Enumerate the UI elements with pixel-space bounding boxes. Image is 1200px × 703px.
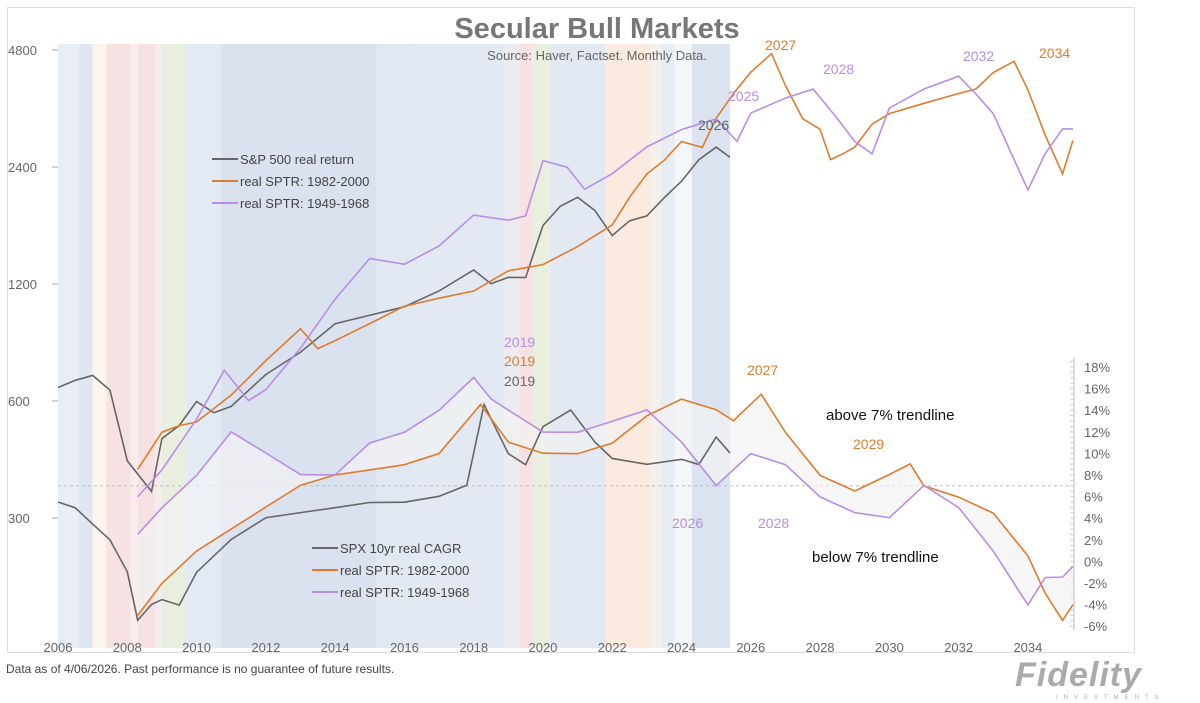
x-tick-label: 2024 (667, 640, 696, 655)
bottom-annotation: 2028 (758, 515, 789, 531)
bottom-legend-label: SPX 10yr real CAGR (340, 541, 461, 556)
x-tick-label: 2028 (806, 640, 835, 655)
regime-band (78, 44, 93, 648)
right-tick-label: 10% (1084, 446, 1110, 461)
x-tick-label: 2016 (390, 640, 419, 655)
chart-title: Secular Bull Markets (454, 13, 739, 45)
x-tick-label: 2012 (251, 640, 280, 655)
bottom-annotation: 2026 (672, 515, 703, 531)
regime-band (691, 44, 731, 648)
regime-band (532, 44, 550, 648)
x-tick-label: 2022 (598, 640, 627, 655)
bottom-annotation: 2027 (747, 362, 778, 378)
right-tick-label: 14% (1084, 403, 1110, 418)
regime-band (504, 44, 519, 648)
x-tick-label: 2034 (1013, 640, 1042, 655)
top-legend-label: real SPTR: 1949-1968 (240, 196, 369, 211)
x-tick-label: 2010 (182, 640, 211, 655)
chart-subtitle: Source: Haver, Factset. Monthly Data. (487, 48, 707, 63)
y-tick-label: 4800 (8, 43, 37, 58)
right-tick-label: -4% (1084, 598, 1108, 613)
right-tick-label: 6% (1084, 490, 1103, 505)
bottom-annotation: 2029 (853, 436, 884, 452)
top-series-line-1 (137, 52, 1074, 470)
footer-note: Data as of 4/06/2026. Past performance i… (6, 662, 395, 676)
right-tick-label: -6% (1084, 619, 1108, 634)
x-tick-label: 2018 (459, 640, 488, 655)
x-tick-label: 2014 (321, 640, 350, 655)
chart-frame (7, 7, 1135, 653)
right-tick-label: 16% (1084, 382, 1110, 397)
bottom-series-line-0 (57, 402, 731, 623)
regime-band (650, 44, 661, 648)
bottom-series-line-1 (137, 392, 1074, 622)
fidelity-logo-sub: INVESTMENTS (1056, 695, 1165, 701)
regime-band (518, 44, 533, 648)
right-tick-label: 4% (1084, 511, 1103, 526)
regime-band (660, 44, 675, 648)
top-legend-label: real SPTR: 1982-2000 (240, 174, 369, 189)
regime-band (106, 44, 131, 648)
regime-band (414, 44, 505, 648)
x-tick-label: 2006 (44, 640, 73, 655)
right-tick-label: 12% (1084, 425, 1110, 440)
regime-band (605, 44, 651, 648)
x-tick-label: 2030 (875, 640, 904, 655)
regime-band (376, 44, 415, 648)
right-tick-label: 2% (1084, 533, 1103, 548)
bottom-annotation: 2019 (504, 373, 535, 389)
regime-band (130, 44, 138, 648)
bottom-annotation: 2019 (504, 334, 535, 350)
top-series-line-0 (57, 146, 731, 494)
top-annotation: 2034 (1039, 45, 1070, 61)
x-tick-label: 2026 (736, 640, 765, 655)
right-tick-label: 0% (1084, 554, 1103, 569)
x-tick-label: 2020 (528, 640, 557, 655)
bottom-legend-label: real SPTR: 1949-1968 (340, 585, 469, 600)
bottom-legend-label: real SPTR: 1982-2000 (340, 563, 469, 578)
x-tick-label: 2008 (113, 640, 142, 655)
y-tick-label: 300 (8, 511, 30, 526)
right-tick-label: -2% (1084, 576, 1108, 591)
regime-band (549, 44, 606, 648)
x-tick-label: 2032 (944, 640, 973, 655)
bottom-series-line-2 (137, 376, 1074, 607)
top-annotation: 2026 (698, 117, 729, 133)
top-annotation: 2027 (765, 37, 796, 53)
right-tick-label: 8% (1084, 468, 1103, 483)
above-trendline-label: above 7% trendline (826, 407, 954, 424)
y-tick-label: 1200 (8, 277, 37, 292)
bottom-annotation: 2019 (504, 353, 535, 369)
fidelity-logo: Fidelity (1015, 656, 1143, 694)
right-tick-label: 18% (1084, 360, 1110, 375)
regime-band (674, 44, 692, 648)
top-legend-label: S&P 500 real return (240, 152, 354, 167)
top-series-line-2 (137, 75, 1073, 498)
regime-band (154, 44, 162, 648)
top-annotation: 2032 (963, 48, 994, 64)
below-trendline-label: below 7% trendline (812, 549, 939, 566)
regime-band (92, 44, 107, 648)
top-annotation: 2028 (823, 61, 854, 77)
y-tick-label: 600 (8, 394, 30, 409)
regime-band (58, 44, 79, 648)
top-annotation: 2025 (728, 88, 759, 104)
regime-band (186, 44, 221, 648)
y-tick-label: 2400 (8, 160, 37, 175)
regime-band (220, 44, 377, 648)
spread-fill (137, 377, 1073, 621)
regime-band (137, 44, 155, 648)
